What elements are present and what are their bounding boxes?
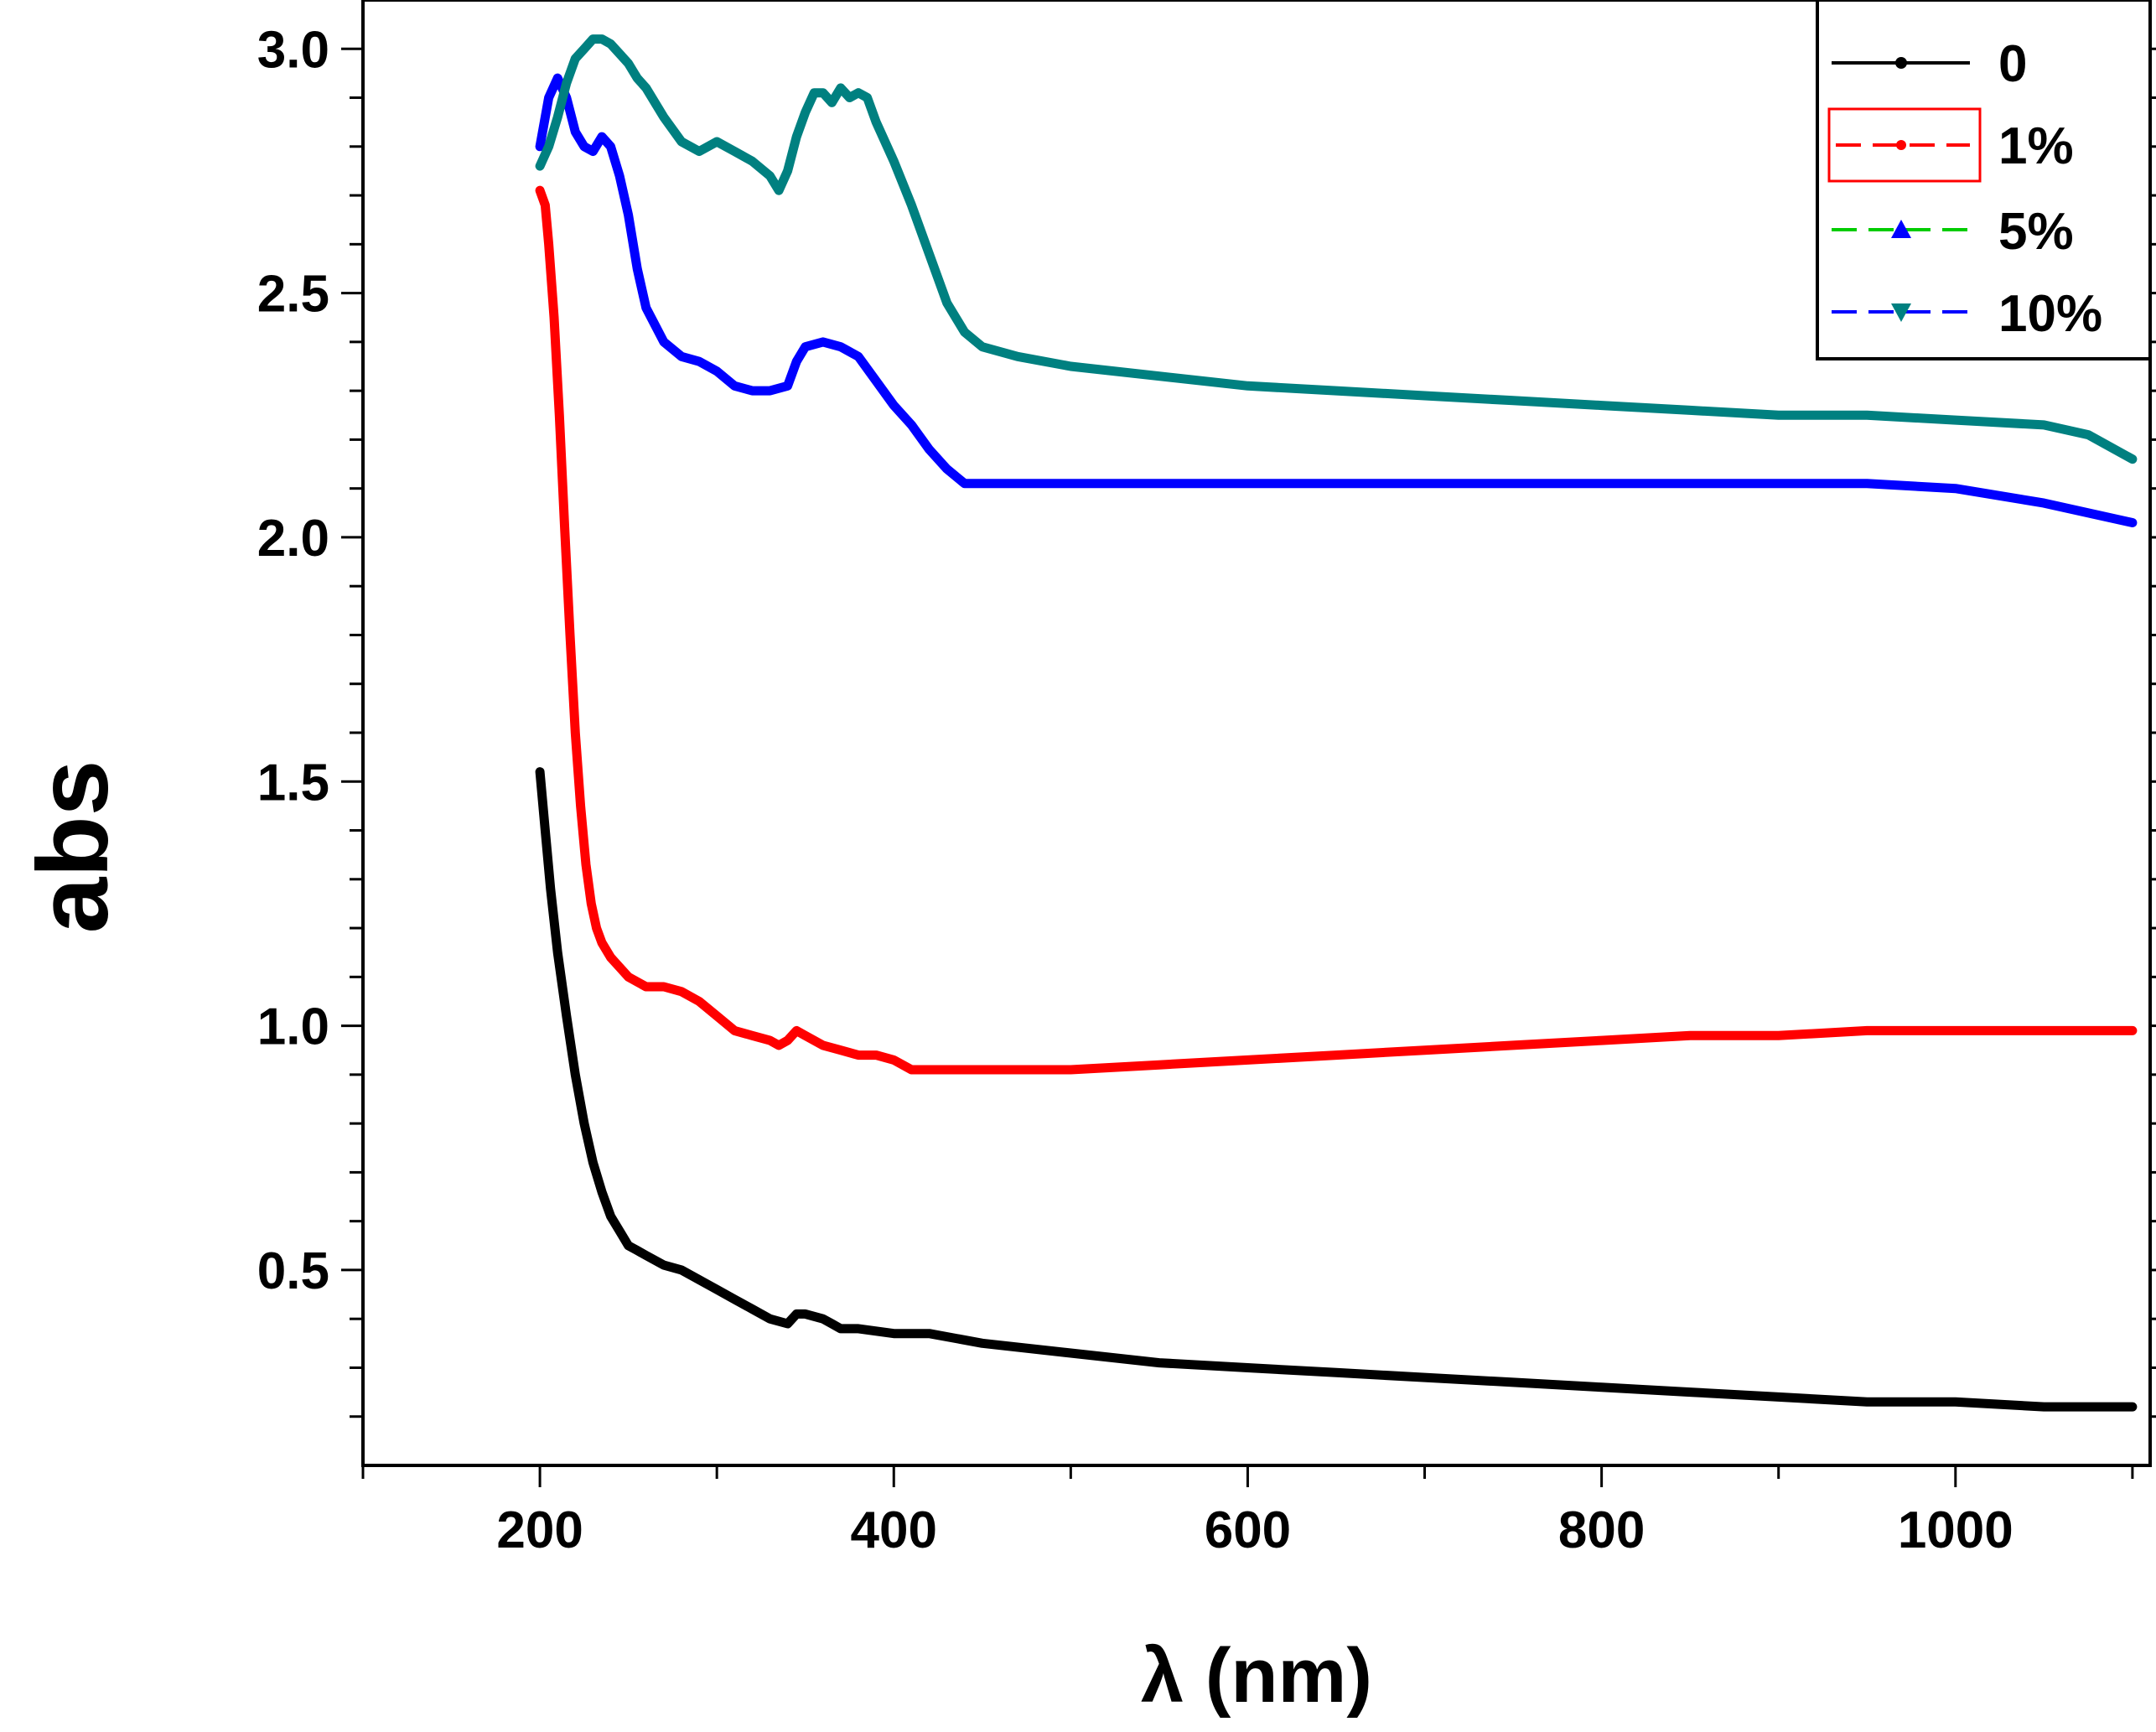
series-line-1	[535, 185, 2138, 1075]
series-line-0	[535, 767, 2138, 1412]
x-tick-label-1000: 1000	[1898, 1501, 2013, 1559]
series-line-2	[535, 73, 2138, 527]
y-tick-label-2.5: 2.5	[257, 266, 329, 324]
y-tick-label-1.5: 1.5	[257, 754, 329, 812]
y-axis-title: abs	[17, 760, 129, 934]
legend-highlight-box	[1827, 107, 1982, 183]
y-tick-label-2.0: 2.0	[257, 510, 329, 568]
x-axis-title: λ (nm)	[1141, 1633, 1372, 1719]
x-tick-label-400: 400	[851, 1501, 937, 1559]
x-tick-label-600: 600	[1205, 1501, 1291, 1559]
legend-marker-0	[1895, 57, 1907, 69]
y-tick-label-1.0: 1.0	[257, 998, 329, 1056]
y-axis-ticks: 0.5 1.0 1.5 2.0 2.5 3.0	[257, 21, 2156, 1418]
legend-entry-3: 10%	[1832, 285, 2102, 343]
legend-marker-1	[1896, 140, 1906, 150]
legend-label-3: 10%	[1998, 285, 2102, 343]
legend-entry-2: 5%	[1832, 203, 2074, 261]
legend-label-1: 1%	[1998, 117, 2074, 175]
series-line-3	[535, 34, 2138, 464]
legend: 0 1% 5% 10%	[1816, 0, 2152, 360]
x-tick-label-800: 800	[1558, 1501, 1645, 1559]
legend-label-2: 5%	[1998, 203, 2074, 261]
legend-marker-3	[1891, 303, 1911, 322]
legend-entry-1: 1%	[1827, 107, 2074, 183]
x-axis-ticks: 200 400 600 800 1000	[361, 1465, 2134, 1559]
series-lines	[535, 34, 2138, 1412]
legend-label-0: 0	[1998, 35, 2027, 93]
x-tick-label-200: 200	[496, 1501, 583, 1559]
legend-marker-2	[1891, 220, 1911, 238]
y-tick-label-3.0: 3.0	[257, 21, 329, 79]
legend-box	[1816, 0, 2152, 360]
legend-entry-0: 0	[1832, 35, 2027, 93]
y-tick-label-0.5: 0.5	[257, 1242, 329, 1300]
